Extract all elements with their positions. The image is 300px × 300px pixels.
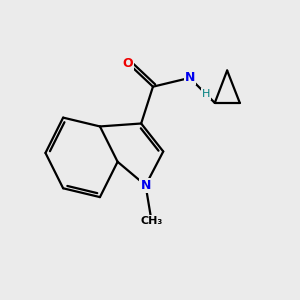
Text: CH₃: CH₃ xyxy=(140,216,163,226)
Text: O: O xyxy=(123,57,133,70)
Text: N: N xyxy=(140,179,151,192)
Text: N: N xyxy=(184,71,195,84)
Text: H: H xyxy=(202,89,210,99)
